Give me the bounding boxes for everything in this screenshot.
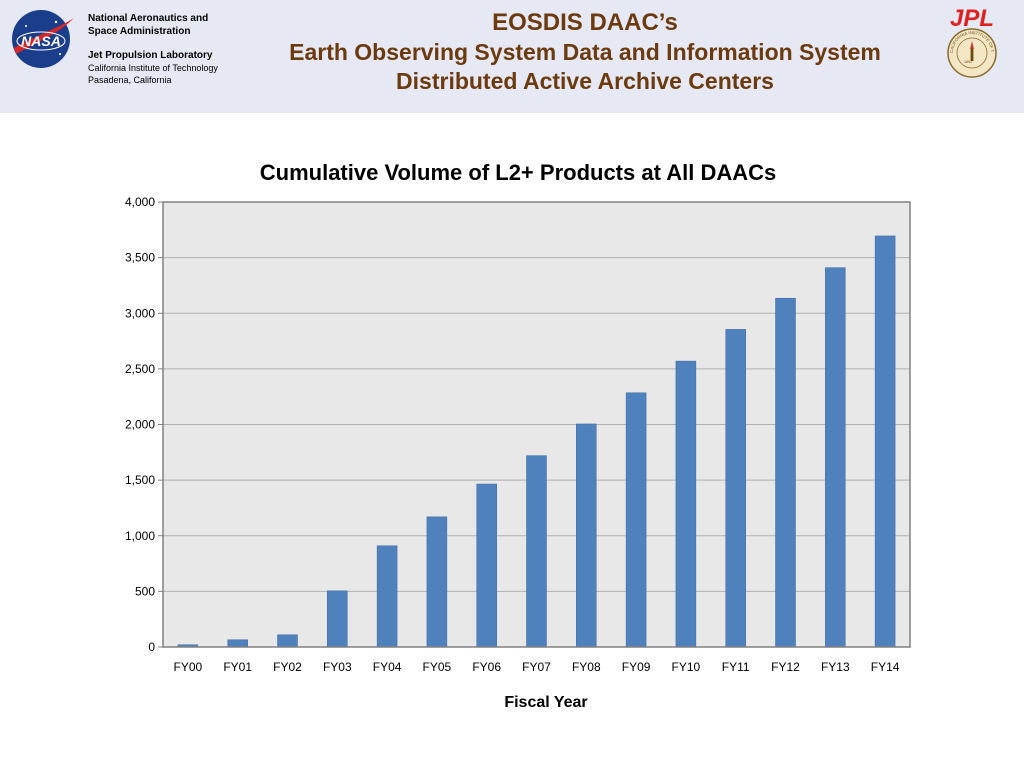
x-tick-label: FY08 — [572, 660, 601, 674]
bar-fy11 — [725, 329, 746, 648]
lab-institution: California Institute of Technology — [88, 63, 218, 73]
page-title: EOSDIS DAAC’s Earth Observing System Dat… — [240, 8, 930, 96]
bar-fy10 — [675, 360, 697, 648]
bar-fy14 — [874, 235, 896, 648]
x-tick-label: FY05 — [423, 660, 452, 674]
bar-fy06 — [476, 483, 497, 648]
x-tick-label: FY00 — [174, 660, 203, 674]
x-tick-label: FY07 — [522, 660, 551, 674]
x-axis-label: Fiscal Year — [504, 694, 588, 711]
bar-fy01 — [227, 639, 248, 648]
bar-fy02 — [277, 634, 298, 648]
lab-city: Pasadena, California — [88, 75, 172, 85]
x-tick-label: FY06 — [472, 660, 501, 674]
chart-title: Cumulative Volume of L2+ Products at All… — [259, 160, 777, 185]
y-tick-label: 3,500 — [125, 251, 155, 265]
y-tick-label: 1,500 — [125, 473, 155, 487]
bar-fy04 — [376, 545, 398, 648]
x-tick-label: FY01 — [223, 660, 252, 674]
x-tick-label: FY02 — [273, 660, 302, 674]
svg-text:NASA: NASA — [21, 33, 61, 49]
bar-fy03 — [327, 590, 348, 648]
y-tick-label: 0 — [148, 640, 155, 654]
x-tick-label: FY13 — [821, 660, 850, 674]
y-tick-label: 3,000 — [125, 306, 155, 320]
bar-fy08 — [576, 423, 597, 648]
title-line-2: Earth Observing System Data and Informat… — [289, 39, 881, 65]
svg-text:1891: 1891 — [964, 60, 972, 64]
x-tick-label: FY03 — [323, 660, 352, 674]
bar-fy09 — [625, 392, 647, 648]
x-tick-label: FY09 — [622, 660, 651, 674]
y-tick-label: 1,000 — [125, 529, 155, 543]
title-line-3: Distributed Active Archive Centers — [396, 68, 774, 94]
lab-name: Jet Propulsion Laboratory — [88, 50, 213, 61]
x-tick-label: FY14 — [871, 660, 900, 674]
svg-text:JPL: JPL — [950, 6, 994, 28]
nasa-logo: NASA — [12, 10, 74, 68]
bar-fy13 — [825, 267, 846, 648]
title-line-1: EOSDIS DAAC’s — [492, 9, 678, 36]
org-line-2: Space Administration — [88, 26, 191, 37]
y-tick-label: 2,000 — [125, 418, 155, 432]
x-tick-label: FY12 — [771, 660, 800, 674]
y-tick-label: 500 — [135, 584, 155, 598]
x-tick-label: FY11 — [722, 660, 750, 674]
bar-fy05 — [426, 516, 448, 648]
caltech-seal: CALIFORNIA INSTITUTE OF TECHNOLOGY 1891 — [946, 27, 997, 78]
bar-fy12 — [775, 297, 796, 648]
jpl-logo: JPL — [950, 6, 994, 28]
y-tick-label: 2,500 — [125, 362, 155, 376]
x-tick-label: FY04 — [373, 660, 402, 674]
y-tick-label: 4,000 — [125, 195, 155, 209]
org-line-1: National Aeronautics and — [88, 13, 209, 24]
organization-block: National Aeronautics and Space Administr… — [88, 12, 218, 86]
bar-fy07 — [526, 455, 547, 648]
header-banner: NASA National Aeronautics and Space Admi… — [0, 0, 1024, 113]
plot-border — [162, 201, 911, 648]
x-tick-label: FY10 — [672, 660, 701, 674]
